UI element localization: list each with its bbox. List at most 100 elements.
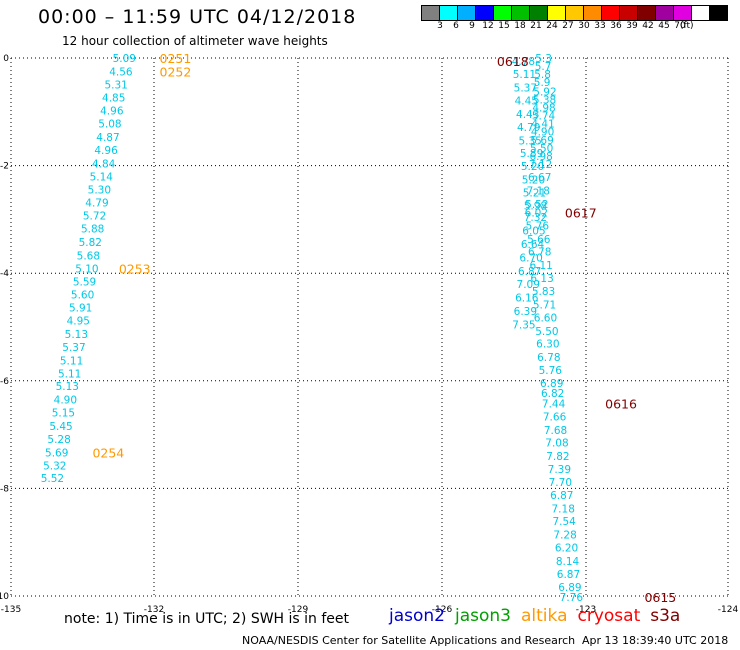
footer-note: note: 1) Time is in UTC; 2) SWH is in fe…: [64, 611, 350, 627]
color-scale-label: 70: [674, 21, 686, 31]
swh-label-track2: 6.89: [558, 582, 581, 594]
swh-label-track3: 6.39: [514, 306, 537, 318]
swh-label-track2: 5.71: [533, 299, 556, 311]
swh-label-track1: 4.95: [67, 316, 90, 328]
swh-label-track2: 6.11: [529, 260, 552, 272]
swh-label-track2: 7.82: [546, 451, 569, 463]
swh-label-track3: 5.69: [530, 135, 553, 147]
y-tick-label: -10: [0, 592, 9, 602]
swh-label-track2: 6.82: [541, 388, 564, 400]
color-scale-label: 39: [626, 21, 638, 31]
color-scale-label: 6: [453, 21, 459, 31]
swh-label-track1: 5.28: [47, 434, 70, 446]
swh-label-track3: 5.7: [535, 61, 552, 73]
x-tick-label: -132: [144, 605, 164, 615]
swh-label-track2: 6.78: [528, 247, 551, 259]
y-tick-label: -8: [0, 484, 9, 494]
swh-label-track3: 5.74: [532, 111, 556, 123]
swh-label-track1: 4.84: [92, 158, 116, 170]
swh-label-track1: 4.96: [94, 145, 118, 157]
swh-label-track2: 5.37: [514, 83, 537, 95]
axis-tick-labels: 0 -2 -4 -6 -8 -10 -135 -132 -129 -126 -123 -124: [0, 54, 738, 615]
footer-credit: NOAA/NESDIS Center for Satellite Applica…: [242, 634, 576, 647]
swh-label-track3: 6.98: [529, 151, 552, 163]
color-scale-label: 33: [594, 21, 606, 31]
y-tick-label: -4: [0, 269, 9, 279]
swh-label-track2: 4.78: [512, 56, 535, 68]
swh-label-track3: 5.92: [533, 86, 556, 98]
swh-label-track1: 5.14: [90, 171, 114, 183]
swh-label-track2: 5.66: [527, 234, 551, 246]
color-scale-label: 18: [514, 21, 526, 31]
data-marks: 5.094.565.314.854.965.084.874.964.845.14…: [41, 51, 677, 605]
swh-label-track2: 6.78: [537, 352, 560, 364]
swh-label-track2: 7.44: [542, 398, 566, 410]
swh-label-track2: 7.08: [545, 438, 568, 450]
swh-label-track2: 7.68: [544, 425, 567, 437]
swh-label-track1: 5.88: [81, 224, 104, 236]
swh-label-track3: 6.70: [519, 253, 542, 265]
swh-label-track3: 7.09: [517, 279, 540, 291]
chart-subtitle: 12 hour collection of altimeter wave hei…: [62, 34, 328, 48]
swh-label-track2: 5.50: [535, 326, 558, 338]
swh-label-track1: 5.45: [49, 421, 72, 433]
swh-label-track1: 5.09: [113, 53, 136, 65]
satellite-legend-item: altika: [521, 606, 568, 626]
color-scale-label: 45: [658, 21, 670, 31]
swh-label-track1: 5.11: [60, 355, 83, 367]
swh-label-track3: 4.98: [532, 102, 555, 114]
time-label: 0615: [644, 590, 676, 605]
swh-label-track2: 6.87: [557, 569, 580, 581]
x-tick-label: -126: [432, 605, 453, 615]
swh-label-track3: 6.16: [515, 292, 539, 304]
swh-label-track2: 5.20: [522, 175, 545, 187]
swh-label-track2: 5.11: [513, 69, 536, 81]
swh-label-track2: 5.76: [526, 220, 550, 232]
swh-label-track2: 5.98: [524, 200, 547, 212]
swh-label-track3: 6.87: [518, 266, 541, 278]
swh-label-track2: 4.43: [516, 109, 539, 121]
swh-label-track1: 5.13: [65, 329, 88, 341]
swh-label-track1: 4.96: [100, 106, 124, 118]
swh-label-track1: 5.52: [41, 473, 64, 485]
y-tick-label: 0: [3, 54, 9, 64]
swh-label-track2: 6.20: [555, 543, 578, 555]
swh-label-track3: 5.8: [534, 69, 551, 81]
swh-label-track1: 5.68: [77, 250, 100, 262]
swh-label-track1: 5.82: [79, 237, 102, 249]
swh-label-track3: 5.52: [525, 199, 548, 211]
swh-label-track2: 5.21: [523, 188, 546, 200]
swh-label-track1: 5.11: [58, 368, 81, 380]
swh-label-track2: 6.13: [530, 273, 553, 285]
time-label: 0617: [565, 205, 597, 220]
color-scale-unit: (ft): [680, 21, 694, 31]
swh-label-track1: 5.13: [56, 381, 79, 393]
swh-label-track3: 4.41: [531, 119, 554, 131]
swh-label-track1: 5.30: [88, 184, 111, 196]
swh-label-track1: 5.32: [43, 460, 66, 472]
satellite-legend-item: cryosat: [577, 606, 641, 626]
x-tick-label: -123: [576, 605, 596, 615]
swh-label-track3: 7.18: [527, 185, 550, 197]
swh-label-track2: 7.70: [549, 477, 572, 489]
footer-timestamp: Apr 13 18:39:40 UTC 2018: [582, 634, 729, 647]
swh-label-track3: 7.32: [524, 212, 547, 224]
swh-label-track1: 5.37: [62, 342, 85, 354]
swh-label-track3: 6.67: [528, 172, 551, 184]
color-swatch: [709, 5, 728, 21]
swh-label-track3: 5.9: [534, 77, 551, 89]
time-label: 0252: [160, 64, 192, 79]
satellite-legend-item: jason2: [389, 606, 445, 626]
color-scale-legend: [421, 5, 728, 21]
color-scale-label: 3: [437, 21, 443, 31]
swh-label-track2: 5.76: [539, 365, 563, 377]
time-label: 0618: [497, 54, 529, 69]
swh-label-track3: 7.35: [512, 319, 535, 331]
swh-label-track1: 5.59: [73, 276, 96, 288]
time-label: 0616: [605, 396, 637, 411]
y-tick-label: -6: [0, 377, 9, 387]
swh-label-track3: 5.38: [533, 94, 556, 106]
swh-label-track1: 5.72: [83, 211, 106, 223]
swh-label-track3: 7.12: [529, 159, 552, 171]
